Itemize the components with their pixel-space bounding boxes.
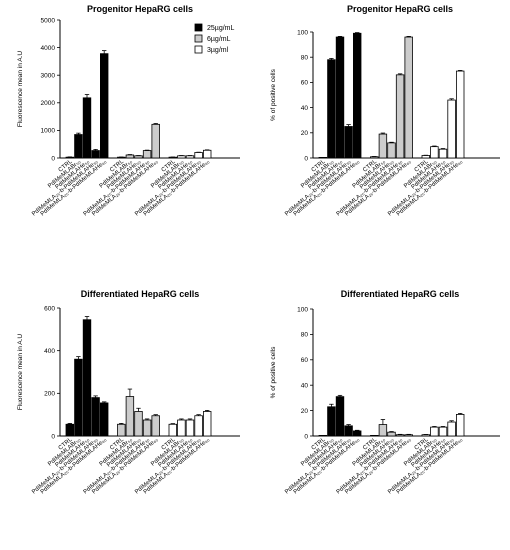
y-tick-label: 600 xyxy=(44,305,55,312)
bar xyxy=(387,431,396,437)
bar xyxy=(100,53,109,159)
chart-2: Progenitor HepaRG cells % of positive cel… xyxy=(270,4,500,218)
chart-title: Differentiated HepaRG cells xyxy=(81,289,200,299)
bar xyxy=(370,434,379,437)
bar xyxy=(134,155,143,159)
y-tick-label: 200 xyxy=(44,391,55,398)
bar xyxy=(370,156,379,159)
bar xyxy=(318,434,327,437)
bar xyxy=(91,150,100,159)
bar xyxy=(194,415,203,437)
bar xyxy=(168,423,177,437)
bar xyxy=(142,419,152,437)
chart-title: Differentiated HepaRG cells xyxy=(341,289,460,299)
bar xyxy=(194,152,203,159)
bar xyxy=(74,358,83,437)
bar xyxy=(404,434,413,437)
legend-swatch xyxy=(194,34,203,43)
bar xyxy=(455,414,465,437)
y-tick-label: 40 xyxy=(301,105,309,112)
bar xyxy=(352,430,362,437)
legend-label: 25µg/mL xyxy=(207,25,234,32)
y-tick-label: 40 xyxy=(301,383,309,390)
bar xyxy=(395,434,405,437)
bar xyxy=(327,406,336,437)
bar xyxy=(438,148,448,159)
bar xyxy=(352,32,362,159)
bar xyxy=(421,155,430,159)
y-tick-label: 100 xyxy=(297,29,308,36)
y-axis-label: % of positive cells xyxy=(270,346,277,398)
y-tick-label: 4000 xyxy=(41,45,56,52)
bar xyxy=(185,155,195,159)
bar xyxy=(387,142,396,159)
bar xyxy=(151,123,160,159)
chart-3: Differentiated HepaRG cells Fluorescence … xyxy=(17,289,240,496)
chart-4: Differentiated HepaRG cells % of positive… xyxy=(270,289,500,496)
y-tick-label: 100 xyxy=(297,306,308,313)
bar xyxy=(202,411,212,437)
legend-label: 3µg/ml xyxy=(207,47,229,54)
bar xyxy=(335,36,345,159)
bar xyxy=(344,126,353,159)
bar xyxy=(430,146,439,159)
bar xyxy=(378,133,388,159)
bar xyxy=(65,156,74,159)
bar xyxy=(177,419,186,437)
bar xyxy=(378,424,388,437)
y-tick-label: 0 xyxy=(51,433,55,440)
bar xyxy=(74,134,83,159)
bar xyxy=(202,149,212,159)
legend-label: 6µg/mL xyxy=(207,36,231,43)
bar xyxy=(335,396,345,437)
bar xyxy=(91,397,100,437)
bar xyxy=(125,396,135,437)
y-tick-label: 2000 xyxy=(41,100,56,107)
bar xyxy=(65,423,74,437)
bar xyxy=(134,411,143,437)
chart-title: Progenitor HepaRG cells xyxy=(87,4,193,14)
y-tick-label: 80 xyxy=(301,55,309,62)
bar xyxy=(125,154,135,159)
bar xyxy=(455,70,465,159)
bar xyxy=(82,319,92,437)
legend-swatch xyxy=(194,23,203,32)
y-axis-label: % of positive cells xyxy=(270,68,277,120)
legend-swatch xyxy=(194,45,203,54)
bar xyxy=(142,150,152,159)
y-tick-label: 5000 xyxy=(41,17,56,24)
chart-title: Progenitor HepaRG cells xyxy=(347,4,453,14)
y-tick-label: 60 xyxy=(301,357,309,364)
y-tick-label: 3000 xyxy=(41,73,56,80)
bar xyxy=(100,402,109,437)
bar xyxy=(151,415,160,437)
bar xyxy=(447,99,456,159)
y-tick-label: 60 xyxy=(301,80,309,87)
bar xyxy=(447,421,456,437)
bar xyxy=(430,426,439,437)
bar xyxy=(82,97,92,159)
y-tick-label: 20 xyxy=(301,408,309,415)
bar xyxy=(318,156,327,159)
bar xyxy=(421,434,430,437)
y-tick-label: 0 xyxy=(304,433,308,440)
y-tick-label: 1000 xyxy=(41,128,56,135)
y-tick-label: 80 xyxy=(301,332,309,339)
bar xyxy=(177,155,186,159)
y-axis-label: Fluorescence mean in A.U xyxy=(17,334,24,411)
bar xyxy=(185,419,195,437)
y-tick-label: 0 xyxy=(304,155,308,162)
bar xyxy=(404,36,413,159)
y-axis-label: Fluorescence mean in A.U xyxy=(17,51,24,128)
bar xyxy=(117,423,126,437)
y-tick-label: 400 xyxy=(44,348,55,355)
bar xyxy=(438,426,448,437)
bar xyxy=(395,74,405,159)
bar xyxy=(344,425,353,437)
bar xyxy=(327,59,336,159)
chart-1: Progenitor HepaRG cells Fluorescence mean… xyxy=(17,4,240,218)
y-tick-label: 20 xyxy=(301,130,309,137)
y-tick-label: 0 xyxy=(51,155,55,162)
